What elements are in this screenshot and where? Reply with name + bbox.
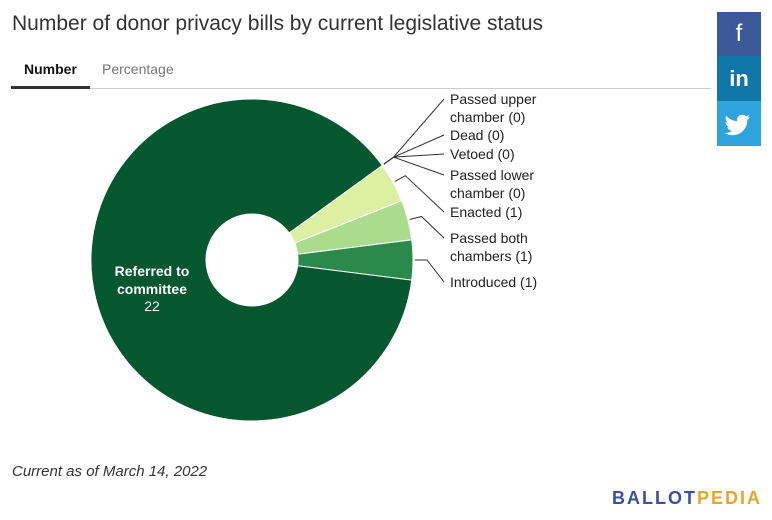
- brand-part: BALLOT: [612, 488, 697, 508]
- tab[interactable]: Percentage: [102, 61, 174, 77]
- twitter-icon: [724, 114, 750, 136]
- leader-line: [394, 175, 445, 213]
- leader-line: [415, 259, 445, 283]
- tab-active[interactable]: Number: [24, 61, 77, 77]
- slice-label: Introduced (1): [450, 274, 538, 290]
- slice-label: Passed lower chamber (0): [450, 167, 535, 201]
- facebook-share[interactable]: f: [717, 12, 761, 56]
- tab-underline: [11, 86, 90, 89]
- slice-label: Passed upper chamber (0): [450, 91, 537, 125]
- leader-line: [383, 156, 445, 176]
- footnote: Current as of March 14, 2022: [12, 463, 208, 480]
- linkedin-share[interactable]: in: [717, 56, 761, 101]
- tab-rule: [11, 88, 711, 89]
- slice-label: Vetoed (0): [450, 146, 515, 162]
- slice-label: Referred to committee: [114, 263, 190, 297]
- brand-part: PEDIA: [696, 488, 762, 508]
- slice-label: Enacted (1): [450, 204, 523, 220]
- leader-line: [409, 215, 445, 239]
- twitter-share[interactable]: [717, 101, 761, 146]
- slice-value: 22: [144, 298, 160, 314]
- slice-label: Passed both chambers (1): [450, 230, 533, 264]
- slice-label: Dead (0): [450, 127, 505, 143]
- brand-logo[interactable]: BALLOTPEDIA: [612, 488, 762, 509]
- leader-line: [383, 153, 445, 165]
- leader-line: [383, 134, 445, 165]
- donut-slice: [90, 98, 413, 422]
- chart-title: Number of donor privacy bills by current…: [12, 12, 544, 35]
